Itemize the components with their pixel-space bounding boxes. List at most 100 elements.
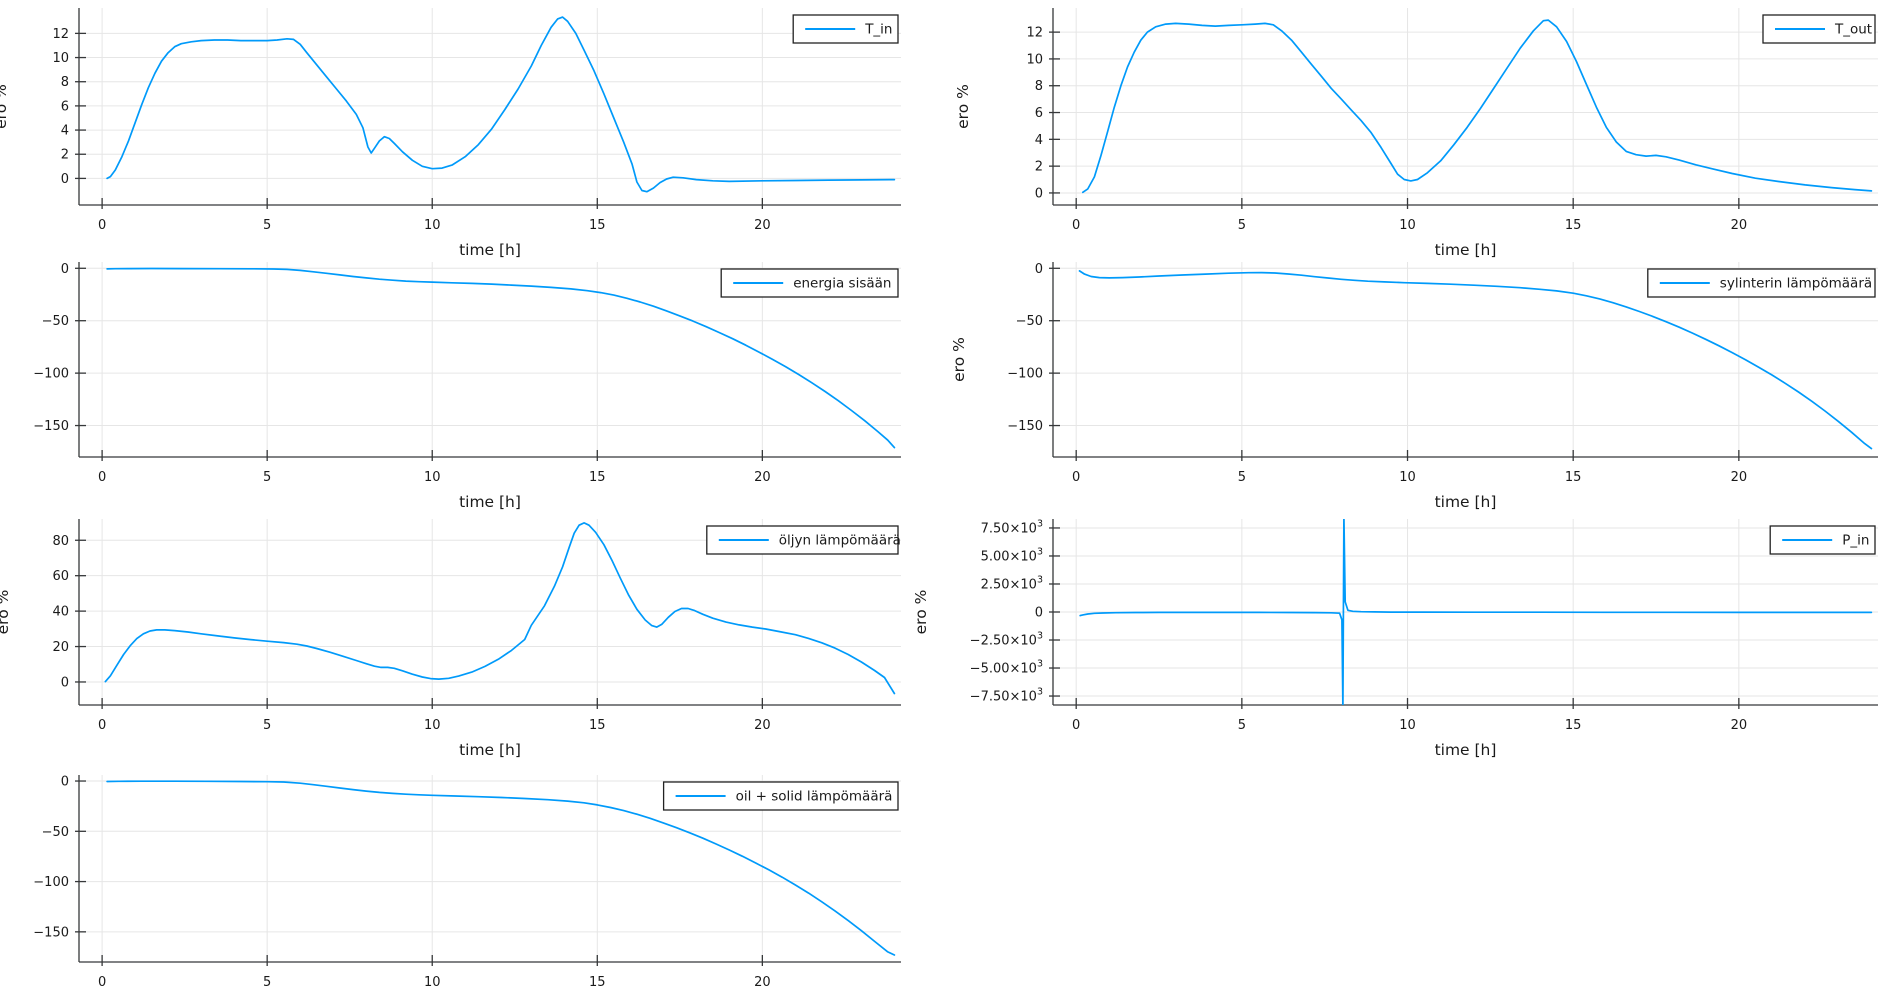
series-line: [1079, 519, 1873, 705]
legend-label: sylinterin lämpömäärä: [1720, 276, 1872, 292]
legend-box: oil + solid lämpömäärä: [662, 781, 899, 811]
legend-box: energia sisään: [720, 268, 899, 298]
x-tick-label: 0: [1072, 718, 1080, 733]
legend-box: T_out: [1762, 14, 1876, 44]
subplot-sylinterin-l-mp-m-r-: 0 5 10 15 20 0 −50 −100 −150 time [h] ero % sylinte…: [950, 262, 1878, 511]
gridlines: [79, 519, 901, 705]
x-tick-label: 5: [1238, 470, 1246, 485]
y-tick-label: 0: [61, 775, 69, 790]
x-tick-label: 10: [424, 470, 441, 485]
y-tick-label: 7.50×103: [981, 518, 1043, 536]
y-tick-label: 80: [52, 534, 69, 549]
series-line: [106, 780, 896, 956]
series-line: [104, 522, 896, 695]
y-tick-label: −100: [1007, 367, 1043, 382]
x-tick-label: 15: [589, 470, 606, 485]
legend-label: öljyn lämpömäärä: [779, 533, 901, 549]
y-tick-label: 4: [61, 124, 69, 139]
axis-spines: [1049, 262, 1878, 461]
y-tick-label: 40: [52, 605, 69, 620]
axis-spines: [75, 775, 901, 966]
axis-spines: [75, 8, 901, 209]
y-axis-label: ero %: [912, 590, 930, 635]
y-tick-label: −7.50×103: [970, 687, 1043, 705]
gridlines: [1053, 8, 1878, 205]
y-tick-label: 2: [61, 148, 69, 163]
y-axis-label: ero %: [954, 84, 972, 129]
y-tick-label: −100: [33, 875, 69, 890]
x-axis-label: time [h]: [1435, 241, 1497, 259]
x-tick-label: 20: [754, 470, 771, 485]
y-axis-label: ero %: [950, 337, 968, 382]
x-tick-label: 10: [1399, 718, 1416, 733]
x-tick-label: 0: [98, 218, 106, 233]
y-tick-label: −150: [33, 419, 69, 434]
y-tick-label: 12: [1026, 26, 1043, 41]
y-tick-label: 0: [61, 172, 69, 187]
y-tick-label: 60: [52, 569, 69, 584]
y-tick-label: 20: [52, 640, 69, 655]
x-axis-label: time [h]: [459, 741, 521, 759]
x-tick-label: 15: [1565, 218, 1582, 233]
legend-box: öljyn lämpömäärä: [706, 525, 901, 555]
x-tick-label: 5: [263, 975, 271, 990]
x-tick-label: 5: [263, 718, 271, 733]
y-tick-label: 10: [52, 51, 69, 66]
y-tick-label: 2.50×103: [981, 574, 1043, 592]
subplot-p-in: 0 5 10 15 20 7.50×103 5.00×103 2.50×103 0 −2.50×1…: [912, 518, 1878, 759]
x-tick-label: 15: [1565, 718, 1582, 733]
y-tick-label: 4: [1035, 133, 1043, 148]
y-tick-label: 8: [1035, 79, 1043, 94]
y-tick-label: 10: [1026, 52, 1043, 67]
x-tick-label: 10: [1399, 218, 1416, 233]
y-tick-label: 0: [1035, 262, 1043, 277]
legend-box: P_in: [1769, 525, 1876, 555]
y-tick-label: −150: [33, 925, 69, 940]
gridlines: [79, 775, 901, 962]
x-axis-label: time [h]: [1435, 741, 1497, 759]
x-axis-label: time [h]: [1435, 493, 1497, 511]
series-line: [1081, 19, 1873, 194]
x-tick-label: 10: [1399, 470, 1416, 485]
legend-label: oil + solid lämpömäärä: [736, 789, 893, 805]
y-tick-label: 12: [52, 27, 69, 42]
y-tick-label: −100: [33, 367, 69, 382]
y-tick-label: 6: [1035, 106, 1043, 121]
x-tick-label: 15: [589, 718, 606, 733]
y-tick-label: −50: [42, 314, 69, 329]
axis-spines: [1049, 8, 1878, 209]
legend-frame: [706, 525, 899, 555]
legend-label: T_in: [864, 22, 892, 38]
axis-spines: [75, 262, 901, 461]
y-tick-label: 0: [1035, 606, 1043, 621]
subplot--ljyn-l-mp-m-r-: 0 5 10 15 20 80 60 40 20 0 time [h] ero % öljyn lämp…: [0, 519, 901, 759]
legend-label: T_out: [1834, 22, 1872, 38]
y-axis-label: ero %: [0, 84, 10, 129]
y-tick-label: 6: [61, 99, 69, 114]
x-tick-label: 10: [424, 218, 441, 233]
x-tick-label: 5: [263, 218, 271, 233]
x-tick-label: 20: [1731, 218, 1748, 233]
x-tick-label: 10: [424, 718, 441, 733]
x-tick-label: 20: [754, 718, 771, 733]
legend-label: energia sisään: [793, 276, 891, 292]
legend-label: P_in: [1842, 533, 1869, 549]
y-tick-label: −5.00×103: [970, 659, 1043, 677]
axis-spines: [1049, 519, 1878, 709]
subplot-energia-sis-n: 0 5 10 15 20 0 −50 −100 −150 time [h] energia sisä…: [33, 262, 901, 511]
y-tick-label: 5.00×103: [981, 546, 1043, 564]
y-axis-label: ero %: [0, 590, 12, 635]
y-tick-label: 2: [1035, 160, 1043, 175]
y-tick-label: 0: [61, 675, 69, 690]
y-tick-label: −2.50×103: [970, 631, 1043, 649]
x-tick-label: 0: [98, 470, 106, 485]
x-tick-label: 20: [754, 975, 771, 990]
x-axis-label: time [h]: [459, 493, 521, 511]
y-tick-label: 0: [1035, 186, 1043, 201]
x-tick-label: 15: [589, 218, 606, 233]
